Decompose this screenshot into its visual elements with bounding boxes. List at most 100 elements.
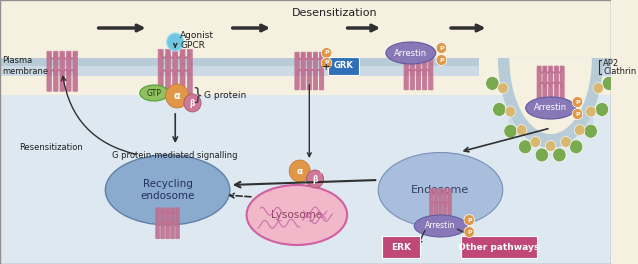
Circle shape — [519, 140, 532, 154]
FancyBboxPatch shape — [307, 52, 311, 90]
Circle shape — [464, 227, 475, 238]
Text: AP2: AP2 — [604, 59, 619, 68]
Text: }: } — [192, 87, 202, 105]
Ellipse shape — [105, 155, 230, 225]
Circle shape — [289, 160, 310, 182]
Text: GPCR: GPCR — [180, 40, 205, 50]
Text: Endosome: Endosome — [412, 185, 470, 195]
Circle shape — [569, 140, 583, 154]
Circle shape — [545, 140, 556, 152]
Circle shape — [586, 106, 596, 117]
Circle shape — [322, 58, 332, 68]
Text: +: + — [320, 59, 331, 73]
Text: Arrestin: Arrestin — [534, 103, 567, 112]
Text: Agonist: Agonist — [180, 31, 214, 40]
Circle shape — [504, 124, 517, 138]
FancyBboxPatch shape — [188, 49, 192, 94]
Text: P: P — [439, 58, 444, 63]
FancyBboxPatch shape — [47, 51, 52, 91]
Text: β: β — [313, 175, 318, 183]
FancyBboxPatch shape — [448, 189, 452, 217]
Circle shape — [486, 76, 499, 90]
Text: P: P — [439, 45, 444, 50]
Text: ERK: ERK — [391, 243, 412, 252]
Text: Resensitization: Resensitization — [19, 144, 83, 153]
Circle shape — [561, 136, 571, 147]
FancyBboxPatch shape — [461, 236, 537, 258]
FancyBboxPatch shape — [158, 49, 163, 94]
Ellipse shape — [526, 97, 575, 119]
Polygon shape — [0, 0, 611, 264]
Polygon shape — [0, 95, 611, 264]
Circle shape — [602, 76, 616, 90]
Circle shape — [306, 170, 323, 188]
FancyBboxPatch shape — [429, 52, 433, 90]
Text: P: P — [575, 100, 580, 105]
Text: γ: γ — [319, 168, 323, 174]
FancyBboxPatch shape — [439, 189, 442, 217]
Ellipse shape — [386, 42, 436, 64]
Circle shape — [574, 125, 585, 136]
Circle shape — [535, 148, 549, 162]
Text: α: α — [174, 91, 181, 101]
Text: Desensitization: Desensitization — [292, 8, 378, 18]
Text: α: α — [297, 167, 303, 176]
FancyBboxPatch shape — [320, 52, 323, 90]
FancyBboxPatch shape — [161, 208, 165, 239]
Text: P: P — [467, 229, 471, 234]
Text: P: P — [324, 50, 329, 55]
FancyBboxPatch shape — [422, 52, 427, 90]
Circle shape — [505, 106, 516, 117]
Circle shape — [167, 33, 184, 51]
Ellipse shape — [414, 215, 467, 237]
Polygon shape — [0, 66, 478, 76]
Ellipse shape — [140, 85, 168, 101]
Text: Clathrin: Clathrin — [604, 68, 637, 77]
FancyBboxPatch shape — [429, 189, 433, 217]
FancyBboxPatch shape — [156, 208, 160, 239]
FancyBboxPatch shape — [382, 236, 420, 258]
FancyBboxPatch shape — [173, 49, 178, 94]
Circle shape — [166, 84, 189, 108]
FancyBboxPatch shape — [73, 51, 78, 91]
FancyBboxPatch shape — [301, 52, 306, 90]
FancyBboxPatch shape — [295, 52, 299, 90]
Circle shape — [436, 54, 447, 65]
Text: β: β — [189, 98, 195, 107]
Text: Plasma
membrane: Plasma membrane — [2, 56, 48, 76]
Circle shape — [516, 125, 527, 136]
Text: G protein-mediated signalling: G protein-mediated signalling — [112, 151, 238, 160]
FancyBboxPatch shape — [60, 51, 64, 91]
Text: P: P — [575, 111, 580, 116]
Circle shape — [464, 214, 475, 225]
FancyBboxPatch shape — [560, 66, 564, 101]
FancyBboxPatch shape — [543, 66, 547, 101]
Circle shape — [436, 43, 447, 54]
Circle shape — [553, 148, 566, 162]
Text: G protein: G protein — [204, 92, 246, 101]
Circle shape — [593, 83, 604, 94]
Polygon shape — [0, 58, 478, 76]
Text: γ: γ — [197, 91, 200, 97]
FancyBboxPatch shape — [404, 52, 408, 90]
Ellipse shape — [246, 185, 347, 245]
Circle shape — [530, 136, 540, 147]
Text: P: P — [324, 60, 329, 65]
Text: GTP: GTP — [147, 88, 161, 97]
FancyBboxPatch shape — [166, 208, 170, 239]
Circle shape — [493, 102, 506, 116]
Text: Other pathways: Other pathways — [458, 243, 540, 252]
FancyBboxPatch shape — [537, 66, 541, 101]
FancyBboxPatch shape — [175, 208, 179, 239]
FancyBboxPatch shape — [313, 52, 318, 90]
Circle shape — [572, 109, 582, 120]
FancyBboxPatch shape — [329, 57, 359, 75]
Text: Lysosome: Lysosome — [271, 210, 322, 220]
FancyBboxPatch shape — [416, 52, 420, 90]
Circle shape — [498, 83, 508, 94]
FancyBboxPatch shape — [165, 49, 170, 94]
FancyBboxPatch shape — [171, 208, 174, 239]
FancyBboxPatch shape — [180, 49, 185, 94]
Circle shape — [584, 124, 597, 138]
Circle shape — [572, 97, 582, 107]
